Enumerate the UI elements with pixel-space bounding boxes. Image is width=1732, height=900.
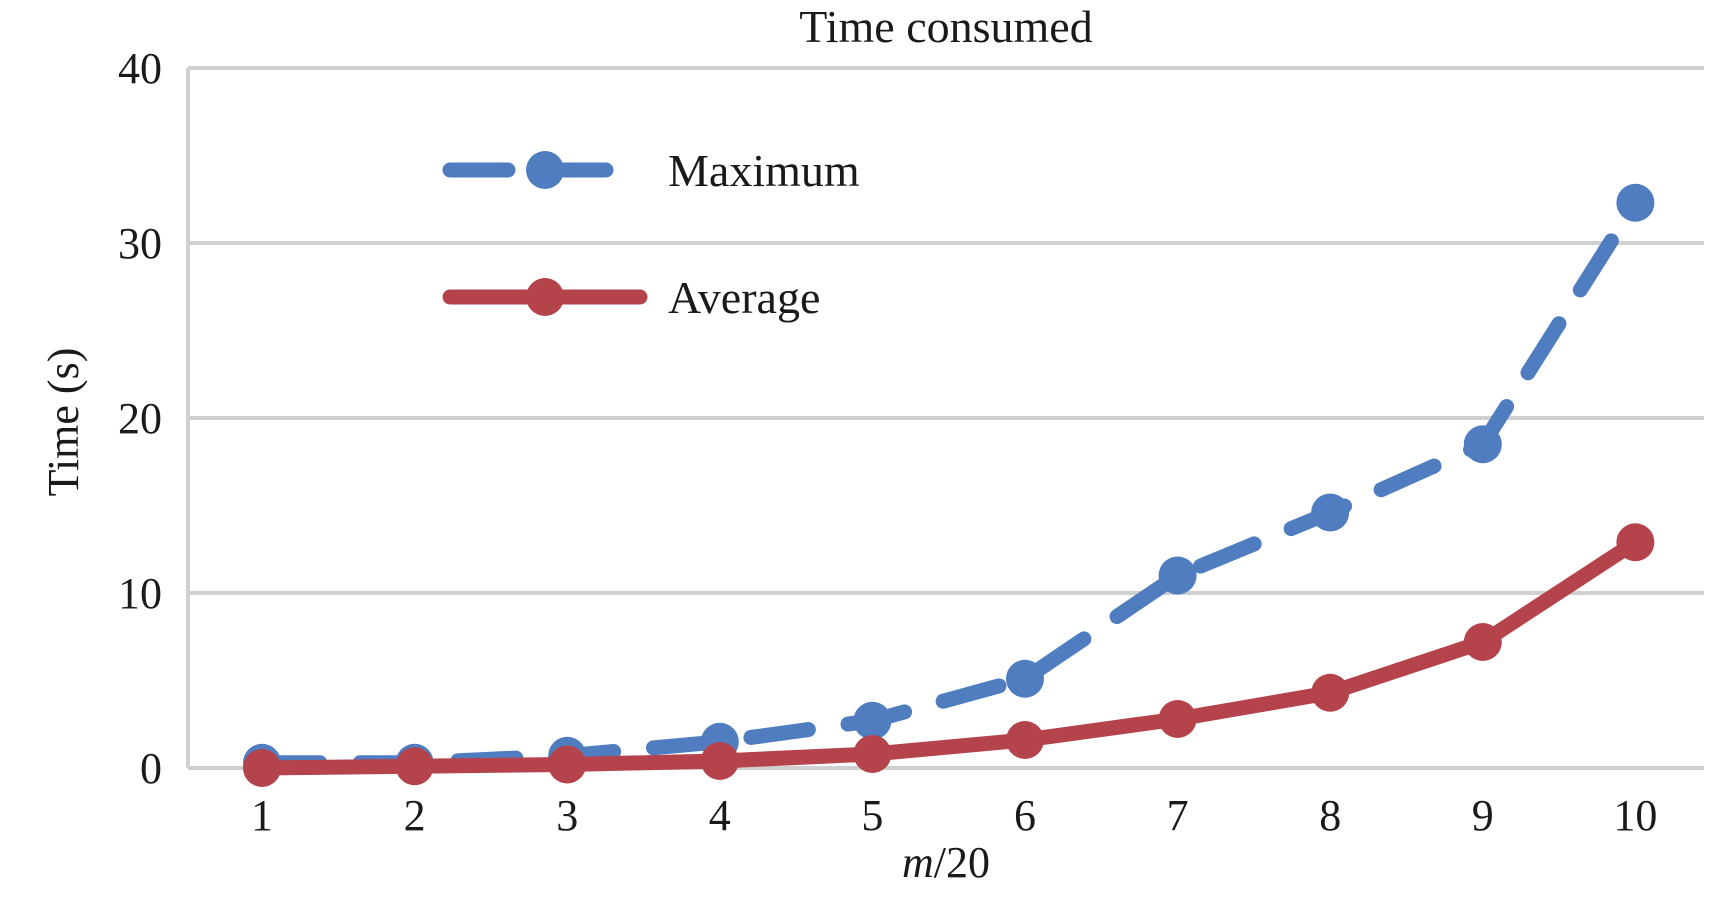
point-average-5 — [853, 735, 892, 773]
y-tick-label-40: 40 — [118, 44, 162, 93]
y-tick-label-20: 20 — [118, 394, 162, 443]
point-maximum-8 — [1311, 493, 1350, 532]
y-tick-label-30: 30 — [118, 219, 162, 268]
point-maximum-5 — [853, 701, 892, 740]
x-tick-label-3: 3 — [556, 791, 578, 840]
legend: Maximum Average — [442, 145, 860, 323]
legend-label-maximum: Maximum — [668, 145, 860, 196]
point-average-7 — [1158, 700, 1197, 738]
point-maximum-6 — [1006, 659, 1044, 698]
series-line-maximum — [254, 195, 1643, 771]
legend-item-average: Average — [442, 272, 820, 323]
point-average-9 — [1463, 623, 1502, 661]
gridlines — [186, 66, 1704, 770]
legend-item-maximum: Maximum — [442, 145, 860, 196]
y-axis-label: Time (s) — [39, 348, 88, 497]
x-tick-label-5: 5 — [861, 791, 883, 840]
x-tick-label-4: 4 — [709, 791, 731, 840]
x-tick-label-6: 6 — [1014, 791, 1036, 840]
point-average-1 — [243, 749, 281, 787]
point-average-10 — [1616, 523, 1655, 562]
legend-label-average: Average — [668, 272, 820, 323]
x-axis-label: m/20 — [902, 838, 990, 887]
series-line-average — [254, 534, 1643, 776]
legend-marker-average — [526, 278, 564, 316]
x-tick-label-8: 8 — [1319, 791, 1341, 840]
legend-marker-maximum — [526, 151, 564, 189]
x-tick-label-2: 2 — [404, 791, 426, 840]
x-tick-label-10: 10 — [1613, 791, 1657, 840]
point-maximum-9 — [1463, 425, 1502, 464]
y-tick-label-0: 0 — [140, 744, 162, 793]
y-axis-ticks: 0 10 20 30 40 — [118, 44, 162, 793]
series-maximum — [243, 183, 1655, 782]
x-tick-label-9: 9 — [1472, 791, 1494, 840]
chart-title: Time consumed — [799, 1, 1092, 52]
series-average — [243, 523, 1655, 787]
x-tick-label-7: 7 — [1167, 791, 1189, 840]
point-average-3 — [548, 745, 587, 784]
point-maximum-10 — [1616, 183, 1655, 222]
x-axis-ticks: 1 2 3 4 5 6 7 8 9 10 — [251, 791, 1657, 840]
x-axis-label-variable: m — [902, 838, 934, 887]
point-average-8 — [1311, 673, 1350, 712]
series-layer — [243, 183, 1655, 787]
point-average-2 — [395, 747, 434, 786]
y-tick-label-10: 10 — [118, 569, 162, 618]
point-average-4 — [700, 742, 739, 780]
point-maximum-7 — [1158, 556, 1197, 595]
x-tick-label-1: 1 — [251, 791, 273, 840]
x-axis-label-suffix: /20 — [934, 838, 990, 887]
point-average-6 — [1006, 721, 1044, 759]
